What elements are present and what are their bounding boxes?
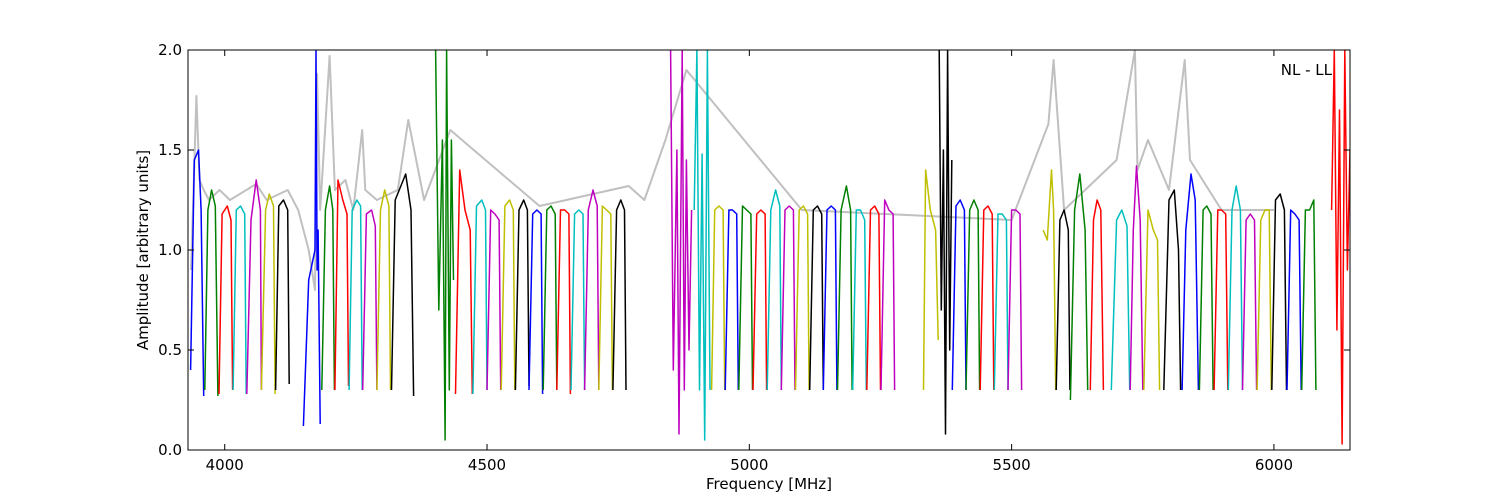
series-line-26 <box>598 205 614 391</box>
series-line-7 <box>274 199 290 391</box>
series-line-2 <box>204 189 219 397</box>
series-line-54 <box>1110 209 1131 391</box>
series-line-29 <box>693 50 711 441</box>
ticks-layer: 4000 4500 5000 5500 6000 0.0 0.5 1.0 1.5 2.0 <box>158 41 1350 474</box>
series-line-30 <box>710 205 726 391</box>
series-line-15 <box>434 50 455 441</box>
x-tick-label-2: 5000 <box>730 456 768 474</box>
x-tick-label-0: 4000 <box>206 456 244 474</box>
series-line-39 <box>836 185 853 391</box>
plot-frame <box>187 49 1351 451</box>
series-line-18 <box>486 209 502 391</box>
series-line-36 <box>794 205 810 391</box>
y-tick-label-3: 1.5 <box>158 141 182 159</box>
series-line-20 <box>514 199 530 391</box>
series-line-65 <box>1286 209 1302 391</box>
series-line-12 <box>361 209 378 391</box>
series-line-25 <box>583 189 600 391</box>
series-line-13 <box>376 189 392 391</box>
series-line-58 <box>1181 173 1200 391</box>
series-line-37 <box>808 205 825 391</box>
series-line-62 <box>1241 213 1258 391</box>
x-tick-label-4: 6000 <box>1255 456 1293 474</box>
series-line-14 <box>390 173 415 397</box>
series-line-49 <box>1007 209 1023 391</box>
series-line-59 <box>1198 205 1214 391</box>
chart-annotation: NL - LL <box>1281 61 1333 79</box>
series-line-22 <box>542 205 558 391</box>
series-line-11 <box>348 199 363 391</box>
series-line-64 <box>1271 193 1288 391</box>
series-line-56 <box>1143 209 1161 391</box>
series-line-35 <box>780 205 796 391</box>
series-line-40 <box>851 209 868 391</box>
series-line-24 <box>570 209 586 391</box>
series-line-47 <box>979 205 995 391</box>
y-axis-label: Amplitude [arbitrary units] <box>134 150 152 350</box>
series-line-66 <box>1300 199 1317 391</box>
series-line-46 <box>965 199 981 391</box>
series-line-63 <box>1256 209 1273 391</box>
series-line-17 <box>472 199 488 395</box>
series-line-6 <box>260 193 276 395</box>
y-tick-label-4: 2.0 <box>158 41 182 59</box>
series-line-16 <box>454 169 474 395</box>
series-line-38 <box>822 205 838 391</box>
series-line-1 <box>189 149 205 397</box>
series-line-53 <box>1089 199 1105 391</box>
series-line-32 <box>738 205 754 391</box>
series-line-50 <box>1042 169 1057 391</box>
series-line-3 <box>218 205 234 395</box>
series-line-34 <box>766 189 783 391</box>
x-axis-label: Frequency [MHz] <box>706 475 832 493</box>
series-line-52 <box>1069 173 1089 401</box>
series-line-60 <box>1213 209 1229 391</box>
series-line-5 <box>246 179 263 395</box>
series-line-0 <box>190 50 1274 291</box>
y-tick-label-2: 1.0 <box>158 241 182 259</box>
series-line-51 <box>1055 209 1071 391</box>
series-line-42 <box>880 199 896 391</box>
series-line-9 <box>321 185 336 391</box>
series-line-4 <box>232 205 247 395</box>
y-tick-label-1: 0.5 <box>158 341 182 359</box>
series-line-67 <box>1330 50 1350 445</box>
series-line-55 <box>1129 165 1144 391</box>
series-line-28 <box>669 50 693 435</box>
series-line-27 <box>612 199 627 391</box>
series-line-41 <box>866 205 882 391</box>
series-line-33 <box>752 209 768 391</box>
series-line-19 <box>500 199 516 391</box>
series-line-61 <box>1227 185 1244 391</box>
series-line-21 <box>528 209 544 395</box>
series-line-23 <box>556 209 572 395</box>
series-line-45 <box>951 199 967 391</box>
series-line-10 <box>334 179 350 391</box>
series-line-48 <box>993 213 1009 391</box>
y-tick-label-0: 0.0 <box>158 441 182 459</box>
series-line-57 <box>1163 189 1182 391</box>
series-line-44 <box>938 50 953 435</box>
x-tick-label-3: 5500 <box>993 456 1031 474</box>
series-line-31 <box>724 209 740 391</box>
x-tick-label-1: 4500 <box>468 456 506 474</box>
series-line-8 <box>302 50 321 427</box>
series-line-43 <box>922 169 939 391</box>
series-layer <box>189 50 1350 445</box>
